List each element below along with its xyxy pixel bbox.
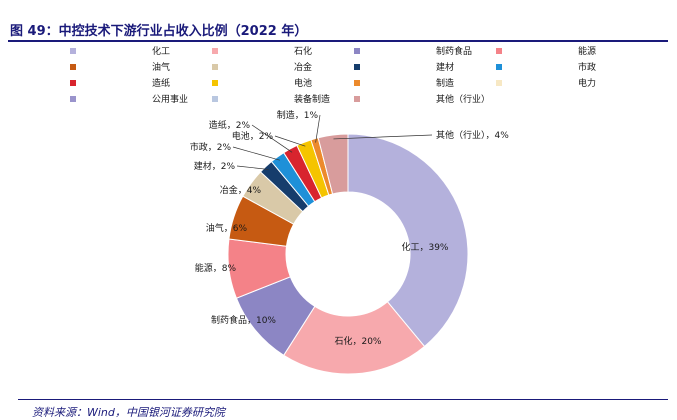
legend-swatch <box>354 64 360 70</box>
legend-label: 化工 <box>152 45 170 57</box>
leader-line <box>236 165 269 170</box>
data-label: 能源，8% <box>195 262 237 274</box>
legend-swatch <box>496 80 502 86</box>
legend-label: 制造 <box>436 77 454 89</box>
data-label: 造纸，2% <box>209 119 251 131</box>
label-leader-lines <box>232 114 433 170</box>
source-note: 资料来源：Wind，中国银河证券研究院 <box>32 406 225 419</box>
legend-swatch <box>212 96 218 102</box>
data-label: 建材，2% <box>194 160 236 172</box>
data-label: 市政，2% <box>190 141 232 153</box>
legend-swatch <box>354 80 360 86</box>
leader-line <box>251 124 293 153</box>
slice-0 <box>347 133 469 348</box>
legend-swatch <box>70 64 76 70</box>
legend-label: 其他（行业） <box>436 93 490 105</box>
legend-label: 制药食品 <box>436 45 472 57</box>
data-label: 电池，2% <box>232 130 274 142</box>
legend-swatch <box>496 64 502 70</box>
leader-line <box>315 114 321 143</box>
legend-label: 建材 <box>436 61 454 73</box>
leader-line <box>232 146 280 161</box>
legend-label: 电池 <box>294 77 312 89</box>
legend-swatch <box>70 96 76 102</box>
legend-label: 电力 <box>578 77 596 89</box>
leader-line <box>333 134 433 140</box>
data-label: 油气，6% <box>206 222 248 234</box>
legend-label: 石化 <box>294 45 312 57</box>
legend-swatch <box>354 96 360 102</box>
slice-14 <box>317 133 349 195</box>
donut-slices <box>227 133 469 375</box>
data-label: 化工，39% <box>401 241 448 253</box>
source-rule <box>18 399 668 400</box>
legend-swatch <box>496 48 502 54</box>
slice-1 <box>283 301 426 375</box>
legend-label: 造纸 <box>152 77 170 89</box>
leader-line <box>274 135 306 147</box>
data-label: 制造，1% <box>277 109 319 121</box>
data-label: 石化，20% <box>334 335 381 347</box>
legend-swatch <box>70 48 76 54</box>
legend-label: 能源 <box>578 45 596 57</box>
title-rule <box>8 40 668 42</box>
legend-swatch <box>354 48 360 54</box>
data-label: 冶金，4% <box>220 184 262 196</box>
legend-label: 市政 <box>578 61 596 73</box>
data-label: 其他（行业），4% <box>436 129 509 141</box>
legend-swatch <box>212 80 218 86</box>
data-label: 制药食品，10% <box>211 314 276 326</box>
legend-label: 公用事业 <box>152 93 188 105</box>
legend-swatch <box>212 64 218 70</box>
legend-swatch <box>212 48 218 54</box>
legend-label: 装备制造 <box>294 93 330 105</box>
data-labels: 化工，39% 石化，20% 制药食品，10% 能源，8% 油气，6% 冶金，4% 建材，2%… <box>190 109 510 347</box>
figure-title: 图 49：中控技术下游行业占收入比例（2022 年） <box>10 24 308 39</box>
legend-label: 油气 <box>152 61 170 73</box>
legend-label: 冶金 <box>294 61 312 73</box>
legend-swatch <box>70 80 76 86</box>
